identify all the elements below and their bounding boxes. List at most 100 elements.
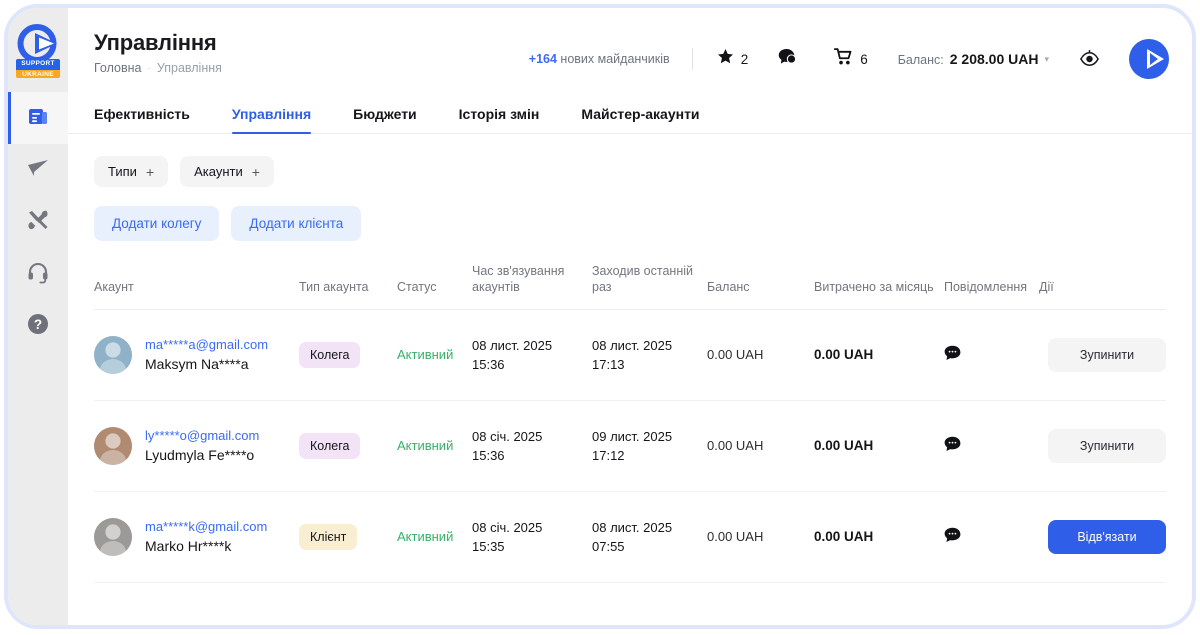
favorites-stat[interactable]: 2 xyxy=(717,48,748,70)
col-header-status[interactable]: Статус xyxy=(397,280,437,294)
chat-icon xyxy=(778,48,797,70)
filter-chip-types[interactable]: Типи + xyxy=(94,156,169,187)
cell-actions: Зупинити xyxy=(1039,310,1166,401)
table-row[interactable]: ly*****o@gmail.com Lyudmyla Fe****o Коле… xyxy=(94,401,1166,492)
corner-brand-logo[interactable] xyxy=(1128,38,1170,80)
sidebar-item-support[interactable] xyxy=(8,248,68,300)
balance-value: 2 208.00 UAH xyxy=(949,51,1039,67)
col-header-spent[interactable]: Витрачено за місяць xyxy=(814,280,934,294)
add-client-button[interactable]: Додати клієнта xyxy=(231,206,362,241)
plus-icon: + xyxy=(145,163,155,180)
filter-chip-types-label: Типи xyxy=(108,164,137,179)
col-header-actions[interactable]: Дії xyxy=(1039,280,1054,294)
title-block: Управління Головна · Управління xyxy=(94,30,222,75)
browser-frame: SUPPORT UKRAINE xyxy=(4,4,1196,629)
tab-bar: Ефективність Управління Бюджети Історія … xyxy=(68,90,1192,134)
row-balance: 0.00 UAH xyxy=(707,438,764,453)
tab-efficiency[interactable]: Ефективність xyxy=(94,106,190,122)
cell-balance: 0.00 UAH xyxy=(707,401,814,492)
table-row[interactable]: ma*****a@gmail.com Maksym Na****a Колега… xyxy=(94,310,1166,401)
account-email[interactable]: ly*****o@gmail.com xyxy=(145,428,260,443)
cell-linked-time: 08 січ. 2025 15:35 xyxy=(472,492,592,583)
cell-spent: 0.00 UAH xyxy=(814,492,944,583)
cell-actions: Відв'язати xyxy=(1039,492,1166,583)
main-content: Управління Головна · Управління +164 нов… xyxy=(68,8,1192,625)
account-type-badge: Клієнт xyxy=(299,524,358,550)
header-divider xyxy=(691,48,693,70)
row-spent: 0.00 UAH xyxy=(814,529,874,544)
filter-chip-row: Типи + Акаунти + xyxy=(94,156,1166,187)
last-seen-date: 08 лист. 2025 xyxy=(592,338,673,353)
send-icon xyxy=(26,156,50,185)
balance-widget[interactable]: Баланс: 2 208.00 UAH ▾ xyxy=(898,51,1049,67)
add-colleague-button[interactable]: Додати колегу xyxy=(94,206,220,241)
action-button-row: Додати колегу Додати клієнта xyxy=(94,206,1166,241)
account-type-badge: Колега xyxy=(299,342,361,368)
tab-master-accounts[interactable]: Майстер-акаунти xyxy=(581,106,700,122)
col-header-type[interactable]: Тип акаунта xyxy=(299,280,369,294)
cell-account: ma*****k@gmail.com Marko Hr****k xyxy=(94,492,299,583)
badge-line-1: SUPPORT xyxy=(16,59,60,70)
row-balance: 0.00 UAH xyxy=(707,529,764,544)
last-seen-date: 08 лист. 2025 xyxy=(592,520,673,535)
cell-type: Колега xyxy=(299,310,397,401)
sidebar: SUPPORT UKRAINE xyxy=(8,8,68,625)
linked-clock: 15:35 xyxy=(472,539,505,554)
eye-icon[interactable] xyxy=(1079,49,1100,69)
row-action-button[interactable]: Зупинити xyxy=(1048,338,1166,372)
chat-bubble-icon[interactable] xyxy=(944,436,961,452)
chat-bubble-icon[interactable] xyxy=(944,345,961,361)
account-type-badge: Колега xyxy=(299,433,361,459)
status-badge: Активний xyxy=(397,438,454,453)
breadcrumb-home[interactable]: Головна xyxy=(94,61,142,75)
col-header-messages[interactable]: Повідомлення xyxy=(944,280,1028,294)
accounts-table: Акаунт Тип акаунта Статус Час зв'язуванн… xyxy=(94,263,1166,583)
new-sites-count: +164 xyxy=(528,52,557,66)
cart-stat[interactable]: 6 xyxy=(834,47,868,71)
col-header-linked[interactable]: Час зв'язування акаунтів xyxy=(472,264,565,294)
chat-stat[interactable] xyxy=(778,48,804,70)
table-head: Акаунт Тип акаунта Статус Час зв'язуванн… xyxy=(94,263,1166,310)
status-badge: Активний xyxy=(397,529,454,544)
cell-messages xyxy=(944,492,1039,583)
col-header-lastseen[interactable]: Заходив останній раз xyxy=(592,264,693,294)
sidebar-item-tools[interactable] xyxy=(8,196,68,248)
col-header-account[interactable]: Акаунт xyxy=(94,280,134,294)
row-action-button[interactable]: Відв'язати xyxy=(1048,520,1166,554)
tab-management[interactable]: Управління xyxy=(231,106,312,134)
last-seen: 08 лист. 2025 17:13 xyxy=(592,336,707,374)
cell-status: Активний xyxy=(397,310,472,401)
linked-clock: 15:36 xyxy=(472,357,505,372)
table-body: ma*****a@gmail.com Maksym Na****a Колега… xyxy=(94,310,1166,583)
linked-time: 08 лист. 2025 15:36 xyxy=(472,336,592,374)
cell-status: Активний xyxy=(397,492,472,583)
svg-text:?: ? xyxy=(34,317,42,332)
cell-type: Колега xyxy=(299,401,397,492)
sidebar-item-help[interactable]: ? xyxy=(8,300,68,352)
account-text: ma*****k@gmail.com Marko Hr****k xyxy=(145,518,299,556)
linked-time: 08 січ. 2025 15:36 xyxy=(472,427,592,465)
linked-date: 08 січ. 2025 xyxy=(472,520,543,535)
account-name: Maksym Na****a xyxy=(145,356,249,372)
filter-chip-accounts[interactable]: Акаунти + xyxy=(180,156,274,187)
account-name: Marko Hr****k xyxy=(145,538,232,554)
row-action-button[interactable]: Зупинити xyxy=(1048,429,1166,463)
cell-spent: 0.00 UAH xyxy=(814,310,944,401)
table-row[interactable]: ma*****k@gmail.com Marko Hr****k Клієнт … xyxy=(94,492,1166,583)
tab-budgets[interactable]: Бюджети xyxy=(353,106,417,122)
chat-bubble-icon[interactable] xyxy=(944,527,961,543)
col-header-balance[interactable]: Баланс xyxy=(707,280,750,294)
new-sites-notice[interactable]: +164 нових майданчиків xyxy=(529,52,670,66)
sidebar-item-reports[interactable] xyxy=(8,92,68,144)
cell-actions: Зупинити xyxy=(1039,401,1166,492)
accounts-table-wrap: Акаунт Тип акаунта Статус Час зв'язуванн… xyxy=(68,263,1192,625)
account-email[interactable]: ma*****a@gmail.com xyxy=(145,337,269,352)
support-ukraine-badge: SUPPORT UKRAINE xyxy=(16,59,60,78)
chevron-down-icon[interactable]: ▾ xyxy=(1044,54,1049,64)
cell-account: ma*****a@gmail.com Maksym Na****a xyxy=(94,310,299,401)
last-seen-clock: 07:55 xyxy=(592,539,625,554)
account-email[interactable]: ma*****k@gmail.com xyxy=(145,519,268,534)
tab-change-history[interactable]: Історія змін xyxy=(458,106,540,122)
sidebar-brand-logo[interactable]: SUPPORT UKRAINE xyxy=(15,24,61,78)
sidebar-item-send[interactable] xyxy=(8,144,68,196)
